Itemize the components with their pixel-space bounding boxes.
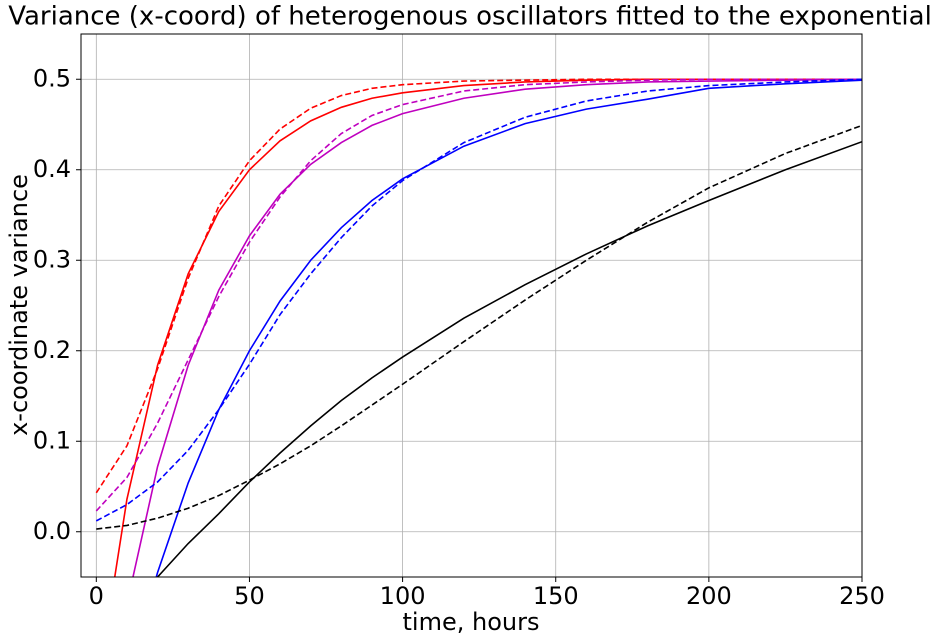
chart-title: Variance (x-coord) of heterogenous oscil… — [8, 2, 932, 32]
series-line — [95, 78, 862, 512]
y-tick-label: 0.3 — [33, 245, 71, 273]
series-line — [113, 78, 862, 577]
x-tick-label: 0 — [89, 582, 104, 610]
series-line — [155, 79, 862, 577]
grid — [81, 34, 863, 577]
series-line — [156, 140, 862, 577]
series-line — [95, 78, 862, 494]
x-tick-label: 50 — [234, 582, 265, 610]
series-line — [132, 78, 862, 577]
series-line — [96, 124, 862, 530]
y-tick-label: 0.4 — [33, 155, 71, 183]
y-tick-label: 0.1 — [33, 426, 71, 454]
x-tick-label: 150 — [533, 582, 579, 610]
plot-frame — [80, 33, 863, 578]
x-axis-label: time, hours — [403, 608, 540, 636]
y-tick-label: 0.5 — [33, 64, 71, 92]
y-axis-label: x-coordinate variance — [5, 174, 33, 436]
plot-lines — [95, 78, 862, 577]
y-tick-label: 0.0 — [33, 517, 71, 545]
series-line — [95, 78, 862, 522]
x-tick-label: 250 — [839, 582, 885, 610]
x-tick-label: 100 — [380, 582, 426, 610]
x-tick-label: 200 — [686, 582, 732, 610]
y-tick-label: 0.2 — [33, 336, 71, 364]
